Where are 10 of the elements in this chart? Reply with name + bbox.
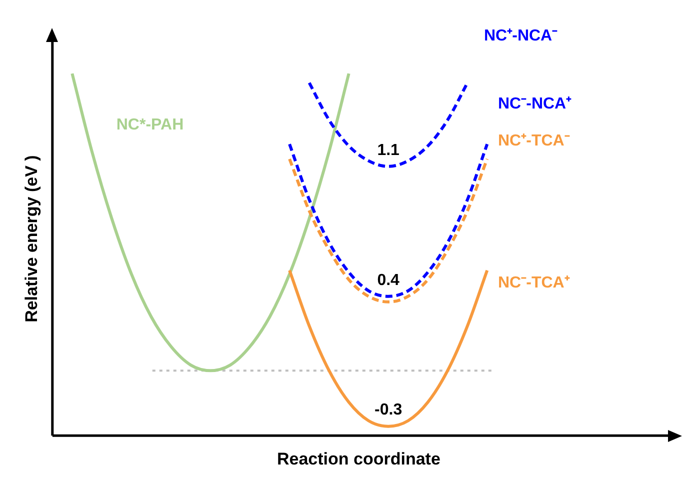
x-axis-title: Reaction coordinate — [276, 449, 440, 468]
series-label: NC*-PAH — [116, 116, 184, 134]
data-label: 0.4 — [377, 272, 400, 289]
text: NC⁻-NCA⁺ — [498, 95, 572, 112]
data-label: 1.1 — [377, 142, 400, 159]
data-label: -0.3 — [374, 402, 402, 419]
text: NC⁺-NCA⁻ — [484, 27, 558, 44]
series-label: NC⁻-TCA⁺ — [498, 274, 570, 292]
y-axis-title: Relative energy (eV ) — [22, 155, 41, 322]
series-label: NC⁺-TCA⁻ — [498, 132, 570, 150]
